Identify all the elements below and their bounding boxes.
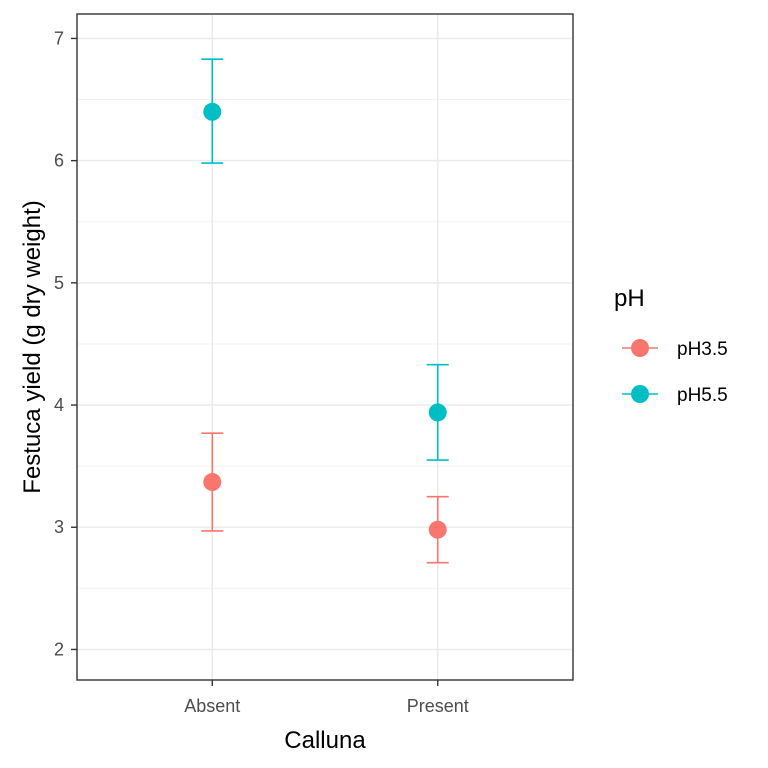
data-marks — [201, 58, 449, 564]
y-tick-label: 4 — [54, 395, 64, 415]
y-tick-label: 3 — [54, 517, 64, 537]
legend-label-pH3.5: pH3.5 — [677, 339, 728, 360]
x-axis-title: Calluna — [284, 727, 366, 754]
x-tick-label-present: Present — [407, 696, 469, 716]
legend-key-point-pH5.5 — [631, 385, 649, 403]
legend: pH pH3.5 pH5.5 — [614, 285, 728, 406]
y-tick-label: 2 — [54, 639, 64, 659]
axes: 2 3 4 5 6 7 Absent Present — [54, 13, 574, 716]
plot-panel — [77, 14, 573, 680]
panel-background — [77, 14, 573, 680]
y-tick-label: 6 — [54, 151, 64, 171]
y-axis-title: Festuca yield (g dry weight) — [19, 200, 46, 493]
legend-key-point-pH3.5 — [631, 339, 649, 357]
legend-title: pH — [614, 285, 645, 312]
point-pH5.5-Absent — [203, 102, 222, 121]
y-tick-label: 5 — [54, 273, 64, 293]
point-pH3.5-Present — [428, 520, 447, 539]
point-pH5.5-Present — [428, 403, 447, 422]
panel-border — [76, 13, 574, 681]
x-tick-label-absent: Absent — [184, 696, 240, 716]
point-pH3.5-Absent — [203, 473, 222, 492]
legend-label-pH5.5: pH5.5 — [677, 385, 728, 406]
y-tick-label: 7 — [54, 28, 64, 48]
